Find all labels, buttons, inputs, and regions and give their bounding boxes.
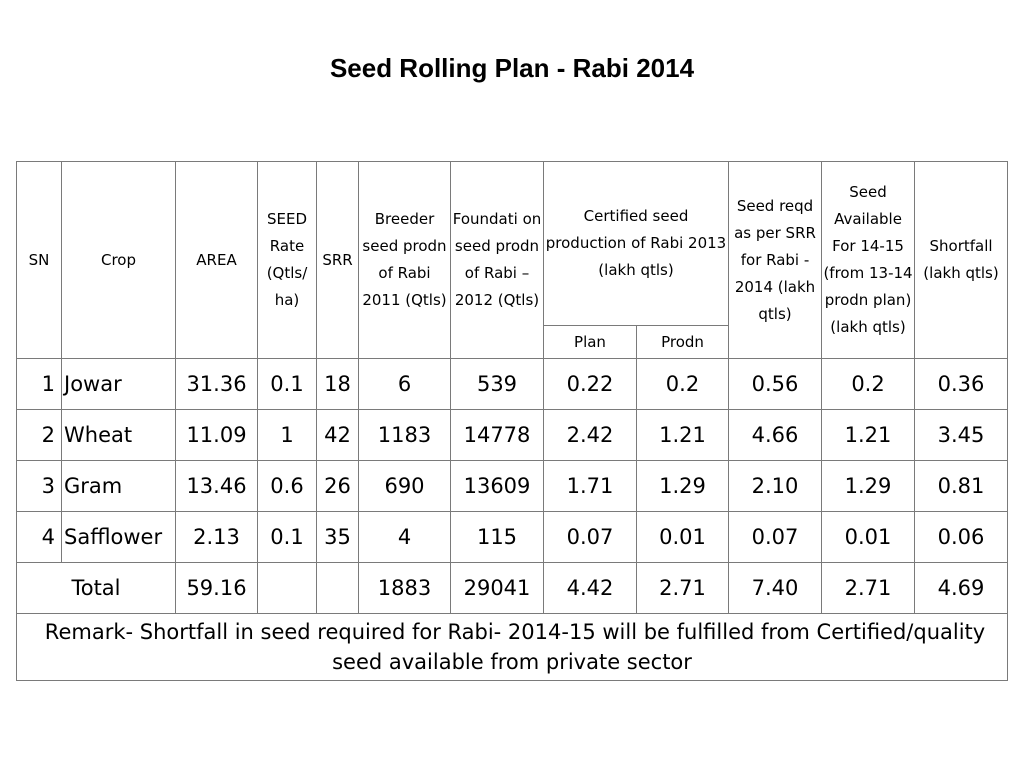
header-breeder-seed: Breeder seed prodn of Rabi 2011 (Qtls): [358, 161, 451, 359]
header-seed-available: Seed Available For 14-15 (from 13-14 pro…: [821, 161, 916, 359]
header-srr: SRR: [316, 161, 359, 359]
cell-plan: 0.07: [543, 511, 637, 563]
header-seed-reqd: Seed reqd as per SRR for Rabi - 2014 (la…: [728, 161, 823, 359]
cell-seed-available: 1.21: [821, 409, 916, 461]
cell-seed-available: 1.29: [821, 460, 916, 512]
cell-crop: Wheat: [61, 409, 176, 461]
total-srr: [316, 562, 359, 614]
header-foundation-seed: Foundati on seed prodn of Rabi – 2012 (Q…: [450, 161, 544, 359]
cell-srr: 18: [316, 358, 359, 410]
cell-prodn: 0.2: [635, 358, 730, 410]
total-seed-rate: [257, 562, 317, 614]
page-title: Seed Rolling Plan - Rabi 2014: [329, 53, 695, 83]
cell-shortfall: 0.36: [914, 358, 1009, 410]
cell-srr: 35: [316, 511, 359, 563]
table-row: 1 Jowar 31.36 0.1 18 6 539 0.22 0.2 0.56…: [16, 358, 1009, 410]
total-foundation: 29041: [450, 562, 544, 614]
cell-plan: 0.22: [543, 358, 637, 410]
cell-seed-reqd: 4.66: [728, 409, 823, 461]
cell-shortfall: 3.45: [914, 409, 1009, 461]
cell-shortfall: 0.81: [914, 460, 1009, 512]
header-seed-rate: SEED Rate (Qtls/ ha): [257, 161, 317, 359]
remark-text: Remark- Shortfall in seed required for R…: [44, 620, 986, 674]
cell-prodn: 1.21: [635, 409, 730, 461]
table-row: 3 Gram 13.46 0.6 26 690 13609 1.71 1.29 …: [16, 460, 1009, 512]
seed-rolling-table: SN Crop AREA SEED Rate (Qtls/ ha) SRR Br…: [15, 161, 1009, 681]
remark-row: Remark- Shortfall in seed required for R…: [15, 613, 1009, 681]
header-certified-seed: Certified seed production of Rabi 2013 (…: [542, 161, 730, 326]
cell-breeder: 690: [358, 460, 451, 512]
cell-seed-reqd: 0.56: [728, 358, 823, 410]
cell-crop: Jowar: [61, 358, 176, 410]
cell-crop: Safflower: [61, 511, 176, 563]
cell-foundation: 115: [450, 511, 544, 563]
header-prodn: Prodn: [635, 325, 730, 359]
cell-sn: 1: [16, 358, 62, 410]
cell-seed-rate: 0.1: [257, 511, 317, 563]
total-plan: 4.42: [543, 562, 637, 614]
cell-prodn: 1.29: [635, 460, 730, 512]
cell-sn: 2: [16, 409, 62, 461]
cell-plan: 1.71: [543, 460, 637, 512]
cell-seed-reqd: 0.07: [728, 511, 823, 563]
cell-area: 11.09: [175, 409, 258, 461]
cell-area: 13.46: [175, 460, 258, 512]
total-area: 59.16: [175, 562, 258, 614]
header-area: AREA: [175, 161, 258, 359]
total-label: Total: [16, 562, 176, 614]
cell-srr: 26: [316, 460, 359, 512]
cell-seed-available: 0.2: [821, 358, 916, 410]
cell-breeder: 6: [358, 358, 451, 410]
table-row: 2 Wheat 11.09 1 42 1183 14778 2.42 1.21 …: [16, 409, 1009, 461]
cell-seed-available: 0.01: [821, 511, 916, 563]
total-breeder: 1883: [358, 562, 451, 614]
total-prodn: 2.71: [635, 562, 730, 614]
total-shortfall: 4.69: [914, 562, 1009, 614]
cell-breeder: 4: [358, 511, 451, 563]
cell-area: 2.13: [175, 511, 258, 563]
cell-seed-rate: 1: [257, 409, 317, 461]
header-sn: SN: [16, 161, 62, 359]
total-seed-reqd: 7.40: [728, 562, 823, 614]
cell-area: 31.36: [175, 358, 258, 410]
cell-srr: 42: [316, 409, 359, 461]
header-plan: Plan: [543, 325, 637, 359]
cell-seed-rate: 0.6: [257, 460, 317, 512]
table-row: 4 Safflower 2.13 0.1 35 4 115 0.07 0.01 …: [16, 511, 1009, 563]
cell-shortfall: 0.06: [914, 511, 1009, 563]
cell-seed-reqd: 2.10: [728, 460, 823, 512]
cell-foundation: 14778: [450, 409, 544, 461]
header-crop: Crop: [61, 161, 176, 359]
cell-sn: 4: [16, 511, 62, 563]
cell-crop: Gram: [61, 460, 176, 512]
total-seed-available: 2.71: [821, 562, 916, 614]
header-shortfall: Shortfall (lakh qtls): [914, 161, 1009, 359]
remark-cell: Remark- Shortfall in seed required for R…: [15, 613, 1009, 681]
cell-foundation: 13609: [450, 460, 544, 512]
cell-plan: 2.42: [543, 409, 637, 461]
total-row: Total 59.16 1883 29041 4.42 2.71 7.40 2.…: [16, 562, 1009, 614]
cell-breeder: 1183: [358, 409, 451, 461]
cell-seed-rate: 0.1: [257, 358, 317, 410]
cell-sn: 3: [16, 460, 62, 512]
cell-prodn: 0.01: [635, 511, 730, 563]
cell-foundation: 539: [450, 358, 544, 410]
